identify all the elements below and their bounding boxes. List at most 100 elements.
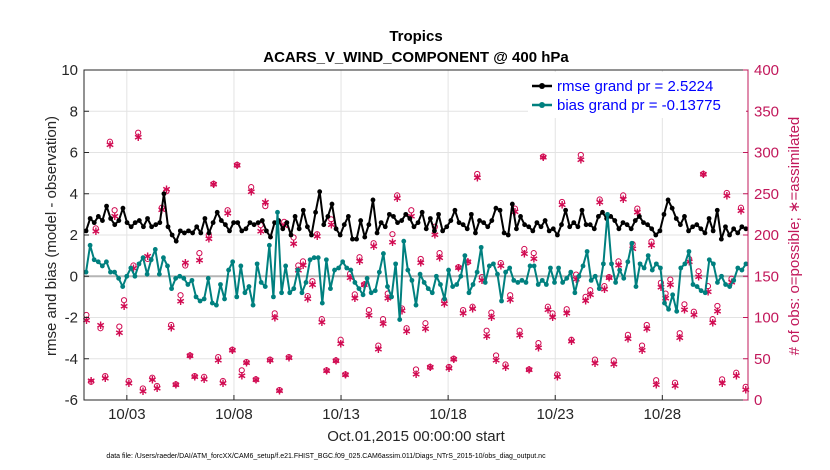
rmse-point <box>149 224 155 230</box>
rmse-point <box>136 218 142 223</box>
obs-assimilated-marker: ∗ <box>114 326 124 340</box>
rmse-point <box>296 226 302 232</box>
obs-assimilated-marker: ∗ <box>486 310 496 324</box>
obs-assimilated-marker: ∗ <box>670 378 680 392</box>
obs-assimilated-marker: ∗ <box>698 167 708 181</box>
bias-point <box>230 259 236 265</box>
rmse-point <box>534 220 540 226</box>
obs-assimilated-marker: ∗ <box>646 238 656 252</box>
obs-possible-marker <box>332 357 340 364</box>
bias-point <box>653 261 659 267</box>
obs-assimilated-marker: ∗ <box>397 303 407 317</box>
rmse-point <box>345 214 351 219</box>
bias-point <box>674 308 680 314</box>
rmse-point <box>497 207 503 213</box>
obs-assimilated-marker: ∗ <box>722 189 732 203</box>
bias-point <box>393 261 399 267</box>
obs-assimilated-marker: ∗ <box>585 288 595 302</box>
rmse-point <box>182 230 187 236</box>
rmse-point <box>628 226 634 232</box>
rmse-point <box>710 228 716 234</box>
x-tick-label: 10/08 <box>215 406 253 423</box>
rmse-point <box>555 232 560 238</box>
bias-point <box>625 259 631 265</box>
rmse-point <box>165 224 171 230</box>
rmse-point <box>645 222 650 228</box>
obs-possible-marker <box>111 207 118 214</box>
obs-assimilated-marker: ∗ <box>604 270 614 284</box>
rmse-point <box>522 222 528 228</box>
obs-assimilated-marker: ∗ <box>265 353 275 367</box>
obs-possible-marker <box>97 325 104 332</box>
axes: -6-4-2024681005010015020025030035040010/… <box>61 62 779 423</box>
obs-assimilated-marker: ∗ <box>369 239 379 253</box>
obs-possible-marker <box>125 377 132 385</box>
bias-point <box>666 306 671 312</box>
bias-point <box>686 249 692 254</box>
y2-tick-label: 300 <box>754 145 779 162</box>
obs-possible-marker <box>549 310 556 317</box>
rmse-point <box>723 224 728 230</box>
obs-assimilated-marker: ∗ <box>180 255 190 269</box>
obs-assimilated-marker: ∗ <box>515 328 525 342</box>
obs-possible-marker <box>502 361 509 368</box>
obs-possible-marker <box>610 357 617 364</box>
rmse-point <box>485 224 491 230</box>
obs-possible-marker <box>210 180 217 187</box>
rmse-point <box>366 222 372 228</box>
bias-point <box>140 255 146 261</box>
obs-assimilated-marker: ∗ <box>350 291 360 305</box>
rmse-point <box>665 197 671 203</box>
bias-point <box>234 294 240 300</box>
bias-point <box>735 265 741 271</box>
rmse-point <box>686 228 691 234</box>
obs-possible-marker <box>135 129 142 136</box>
obs-possible-marker <box>186 352 194 359</box>
rmse-point <box>419 209 425 215</box>
obs-possible-marker <box>215 354 222 361</box>
rmse-point <box>153 222 159 228</box>
obs-possible-marker <box>540 153 547 160</box>
rmse-point <box>350 236 355 242</box>
rmse-point <box>677 222 683 228</box>
bias-point <box>266 242 272 248</box>
bias-point <box>95 259 101 265</box>
rmse-point <box>739 224 745 230</box>
bias-point <box>584 249 590 254</box>
bias-point <box>258 280 264 285</box>
obs-assimilated-marker: ∗ <box>100 371 110 385</box>
obs-possible-marker <box>577 151 584 159</box>
bias-point <box>213 302 219 308</box>
rmse-point <box>567 224 573 230</box>
rmse-point <box>210 220 216 226</box>
rmse-point <box>161 191 167 197</box>
obs-possible-marker <box>587 287 594 294</box>
bias-point <box>87 242 93 248</box>
obs-assimilated-marker: ∗ <box>581 293 591 307</box>
rmse-point <box>464 226 470 232</box>
rmse-point <box>227 228 232 234</box>
obs-assimilated-marker: ∗ <box>317 315 327 329</box>
rmse-point <box>132 220 138 226</box>
obs-assimilated-marker: ∗ <box>260 195 270 209</box>
rmse-point <box>444 224 450 230</box>
bias-point <box>470 282 476 287</box>
bias-point <box>482 280 488 285</box>
rmse-point <box>255 220 261 226</box>
y-tick-label: -4 <box>65 351 78 368</box>
obs-possible-marker <box>379 316 387 323</box>
obs-assimilated-marker: ∗ <box>86 373 96 387</box>
obs-assimilated-marker: ∗ <box>623 331 633 345</box>
bias-point <box>605 211 610 217</box>
obs-possible-marker <box>653 377 660 384</box>
obs-possible-marker <box>229 346 236 353</box>
obs-possible-marker <box>233 161 241 168</box>
obs-assimilated-marker: ∗ <box>632 205 642 219</box>
rmse-point <box>505 232 511 238</box>
obs-assimilated-marker: ∗ <box>590 356 600 370</box>
rmse-point <box>403 211 409 217</box>
rmse-point <box>440 228 446 234</box>
rmse-point <box>514 226 519 232</box>
rmse-point <box>731 226 737 232</box>
obs-assimilated-marker: ∗ <box>741 382 751 396</box>
